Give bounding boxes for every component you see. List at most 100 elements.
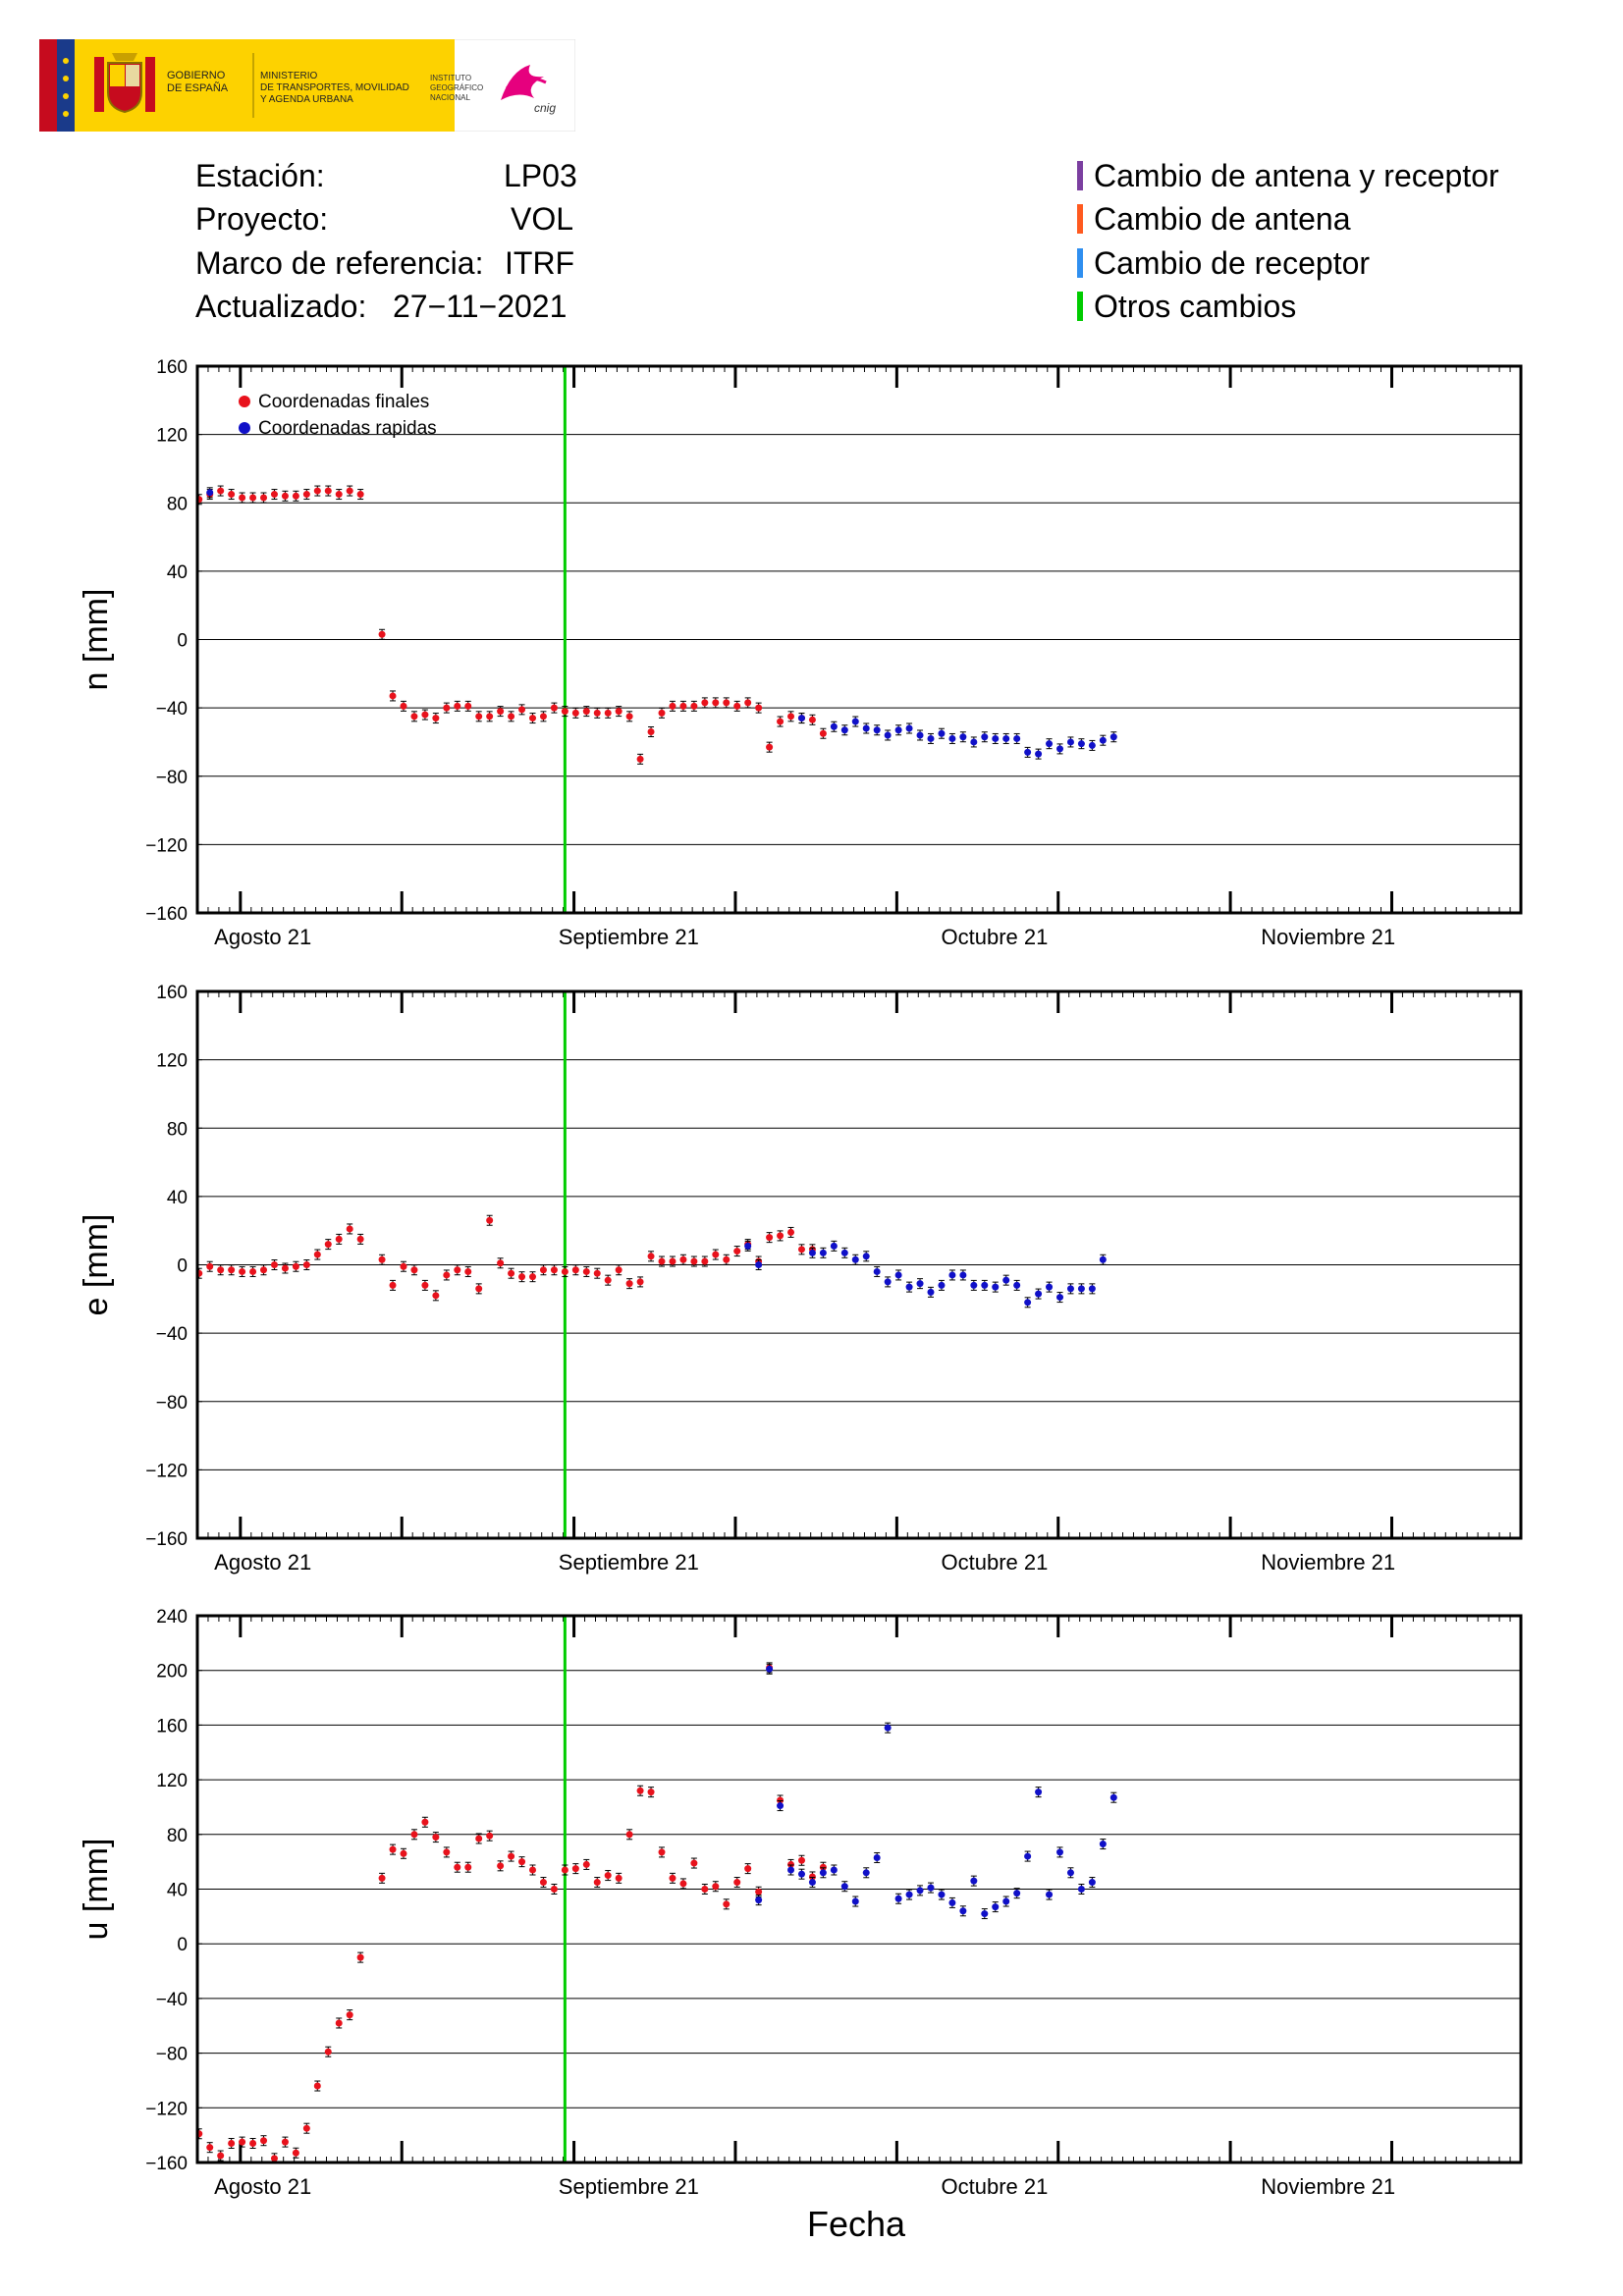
data-point — [851, 1897, 859, 1905]
chart-panel-3: 240 200 160 120 80 40 0 −40 −80 −120 −160 Agosto 21… — [78, 1607, 1523, 2199]
data-point — [1109, 733, 1117, 741]
series-legend-label: Coordenadas finales — [258, 392, 429, 412]
data-point — [1066, 738, 1074, 746]
data-point — [916, 731, 924, 739]
data-point — [797, 1870, 805, 1878]
data-point — [916, 1887, 924, 1895]
data-point — [819, 1869, 827, 1877]
data-point — [927, 734, 935, 742]
data-point — [873, 1853, 881, 1861]
y-tick-label: −80 — [156, 768, 188, 788]
data-point — [1099, 736, 1107, 744]
data-point — [486, 713, 494, 721]
data-point — [582, 708, 590, 716]
data-point — [528, 1273, 536, 1281]
data-point — [905, 724, 913, 732]
data-point — [550, 1266, 558, 1274]
data-point — [302, 2124, 310, 2132]
data-point — [518, 706, 526, 714]
data-point — [270, 1261, 278, 1268]
data-point — [992, 1283, 1000, 1291]
data-point — [228, 1266, 236, 1274]
y-tick-label: −160 — [145, 1529, 188, 1550]
gov-text-line2: DE ESPAÑA — [167, 81, 229, 94]
data-point — [410, 1831, 418, 1839]
y-tick-label: 160 — [156, 357, 188, 378]
data-point — [378, 630, 386, 638]
reference-frame-label: Marco de referencia: — [195, 245, 484, 281]
data-point — [1002, 1897, 1010, 1905]
data-point — [701, 1886, 709, 1893]
data-point — [1013, 1281, 1021, 1289]
data-point — [486, 1216, 494, 1224]
data-point — [777, 718, 784, 725]
data-point — [550, 1886, 558, 1893]
cnig-text: cnig — [534, 101, 556, 115]
data-point — [464, 1267, 472, 1275]
data-point — [346, 487, 353, 495]
data-point — [539, 1266, 547, 1274]
data-point — [281, 1264, 289, 1272]
data-point — [636, 1787, 644, 1794]
data-point — [152, 479, 159, 486]
series-legend-label: Coordenadas rapidas — [258, 418, 437, 439]
data-point — [561, 1267, 568, 1275]
data-point — [550, 704, 558, 712]
data-point — [808, 716, 816, 723]
y-tick-label: 80 — [167, 1119, 188, 1140]
data-point — [787, 1228, 795, 1236]
y-tick-label: −120 — [145, 2099, 188, 2119]
y-axis-label: e [mm] — [78, 1214, 115, 1316]
data-point — [217, 1266, 225, 1274]
data-point — [389, 1281, 397, 1289]
data-point — [970, 738, 978, 746]
x-tick-label: Agosto 21 — [214, 2174, 311, 2199]
data-point — [658, 1257, 666, 1265]
data-point — [1013, 734, 1021, 742]
project-label: Proyecto: — [195, 201, 329, 237]
data-point — [378, 1255, 386, 1263]
data-point — [755, 1888, 763, 1896]
ign-text-line2: GEOGRÁFICO — [430, 83, 483, 92]
data-point — [604, 1872, 612, 1880]
data-points — [152, 1214, 1107, 1308]
data-point — [389, 692, 397, 700]
y-tick-label: −120 — [145, 1461, 188, 1481]
data-point — [1046, 740, 1054, 748]
updated-label: Actualizado: — [195, 289, 367, 324]
plot-frame — [195, 1614, 1523, 2164]
data-point — [313, 1251, 321, 1258]
data-point — [324, 1241, 332, 1249]
data-point — [938, 1281, 946, 1289]
station-value: LP03 — [504, 158, 577, 193]
data-point — [851, 718, 859, 725]
x-tick-label: Septiembre 21 — [559, 2174, 699, 2199]
data-point — [840, 726, 848, 734]
data-point — [723, 1255, 730, 1263]
coat-of-arms-icon — [94, 53, 155, 114]
data-point — [432, 1292, 440, 1300]
data-point — [454, 1863, 461, 1871]
data-point — [281, 2138, 289, 2146]
data-point — [163, 486, 170, 493]
data-point — [1024, 748, 1032, 756]
data-point — [464, 1863, 472, 1871]
x-tick-label: Noviembre 21 — [1261, 2174, 1395, 2199]
data-point — [152, 1266, 159, 1273]
data-point — [658, 709, 666, 717]
data-points — [152, 479, 1117, 765]
updated-value: 27−11−2021 — [393, 289, 568, 324]
data-point — [625, 1280, 633, 1288]
data-point — [615, 1874, 622, 1882]
data-point — [249, 494, 257, 502]
y-tick-label: −160 — [145, 2154, 188, 2174]
legend-label-other: Otros cambios — [1094, 289, 1297, 324]
data-point — [593, 709, 601, 717]
data-point — [132, 2153, 138, 2160]
data-point — [894, 726, 902, 734]
data-point — [851, 1255, 859, 1263]
data-point — [228, 2140, 236, 2148]
data-point — [389, 1845, 397, 1853]
data-point — [647, 1789, 655, 1796]
